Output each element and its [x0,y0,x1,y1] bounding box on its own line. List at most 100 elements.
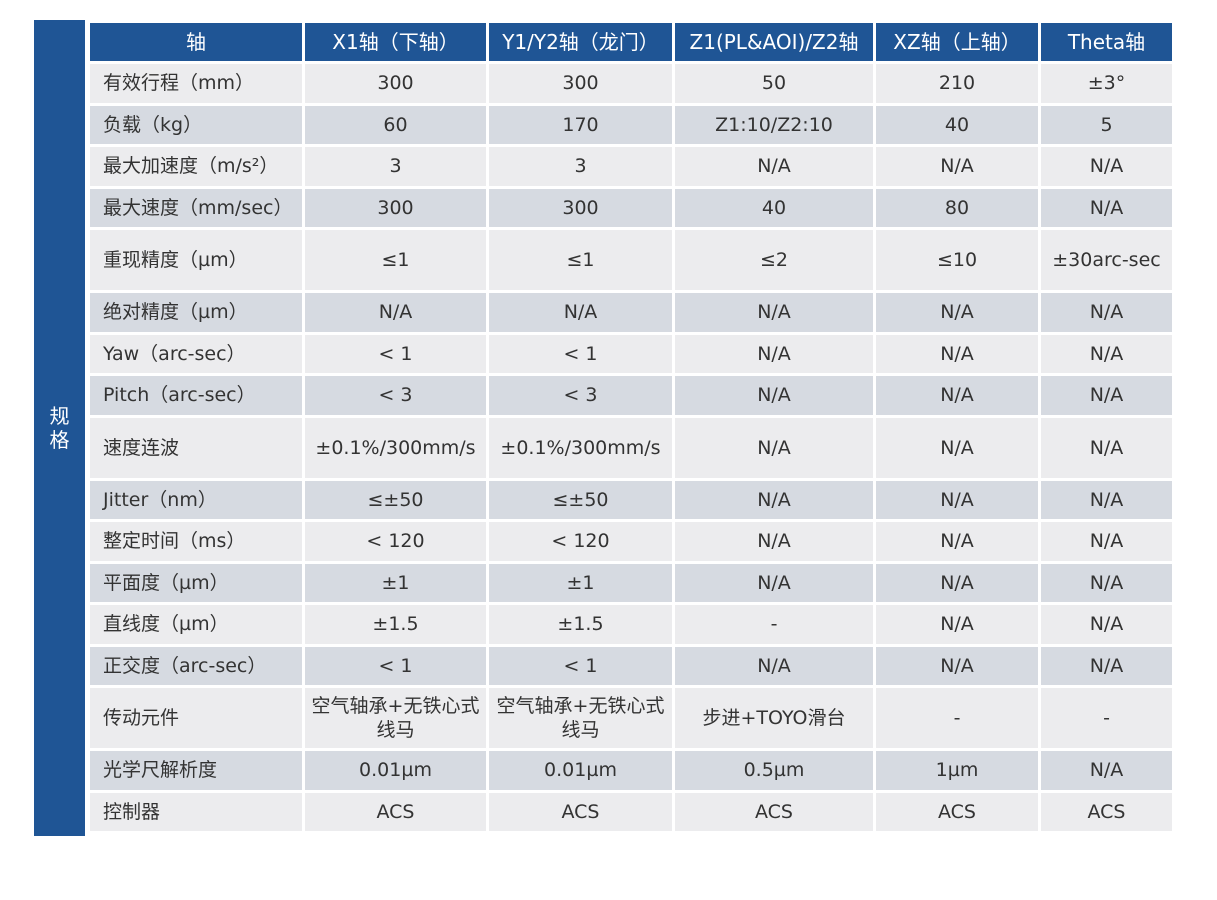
cell-label: 重现精度（µm） [87,227,305,293]
table-row: Pitch（arc-sec） < 3 < 3 N/A N/A N/A [87,373,1175,418]
cell-theta: N/A [1038,373,1175,418]
cell-theta: ACS [1038,789,1175,834]
cell-y1y2: ±1.5 [486,602,675,647]
cell-theta: N/A [1038,560,1175,605]
spec-side-bar: 规格 [34,20,85,836]
cell-theta: N/A [1038,290,1175,335]
cell-label: Pitch（arc-sec） [87,373,305,418]
header-row: 轴 X1轴（下轴） Y1/Y2轴（龙门） Z1(PL&AOI)/Z2轴 XZ轴（… [87,20,1175,64]
cell-xz: N/A [873,643,1041,688]
cell-z1z2: ≤2 [672,227,876,293]
cell-z1z2: N/A [672,414,876,481]
cell-z1z2: N/A [672,643,876,688]
cell-label: 绝对精度（µm） [87,290,305,335]
cell-xz: N/A [873,560,1041,605]
table-row: 控制器 ACS ACS ACS ACS ACS [87,789,1175,834]
cell-x1: 300 [302,185,489,230]
cell-x1: ±1 [302,560,489,605]
table-row: Yaw（arc-sec） < 1 < 1 N/A N/A N/A [87,331,1175,376]
cell-z1z2: N/A [672,373,876,418]
cell-xz: N/A [873,373,1041,418]
cell-z1z2: 步进+TOYO滑台 [672,685,876,751]
cell-theta: N/A [1038,643,1175,688]
cell-y1y2: 170 [486,102,675,147]
cell-y1y2: ≤±50 [486,477,675,522]
table-row: 有效行程（mm） 300 300 50 210 ±3° [87,61,1175,106]
cell-label: 直线度（µm） [87,602,305,647]
cell-x1: 空气轴承+无铁心式线马 [302,685,489,751]
cell-y1y2: 0.01µm [486,748,675,793]
table-row: 整定时间（ms） < 120 < 120 N/A N/A N/A [87,519,1175,564]
cell-label: 速度连波 [87,414,305,481]
table-row: 传动元件 空气轴承+无铁心式线马 空气轴承+无铁心式线马 步进+TOYO滑台 - - [87,685,1175,751]
cell-z1z2: N/A [672,331,876,376]
cell-label: 整定时间（ms） [87,519,305,564]
header-z1z2: Z1(PL&AOI)/Z2轴 [672,20,876,64]
cell-z1z2: N/A [672,144,876,189]
cell-y1y2: ≤1 [486,227,675,293]
table-row: 速度连波 ±0.1%/300mm/s ±0.1%/300mm/s N/A N/A N/A [87,414,1175,481]
cell-x1: 300 [302,61,489,106]
cell-y1y2: < 120 [486,519,675,564]
cell-label: Yaw（arc-sec） [87,331,305,376]
cell-x1: N/A [302,290,489,335]
spec-table: 轴 X1轴（下轴） Y1/Y2轴（龙门） Z1(PL&AOI)/Z2轴 XZ轴（… [87,20,1175,834]
cell-x1: ≤±50 [302,477,489,522]
table-row: 正交度（arc-sec） < 1 < 1 N/A N/A N/A [87,643,1175,688]
cell-x1: 3 [302,144,489,189]
cell-xz: ACS [873,789,1041,834]
cell-xz: 80 [873,185,1041,230]
cell-y1y2: < 1 [486,331,675,376]
cell-xz: N/A [873,290,1041,335]
cell-z1z2: N/A [672,477,876,522]
cell-y1y2: < 1 [486,643,675,688]
cell-y1y2: 3 [486,144,675,189]
cell-xz: N/A [873,414,1041,481]
header-xz: XZ轴（上轴） [873,20,1041,64]
cell-label: 正交度（arc-sec） [87,643,305,688]
header-y1y2: Y1/Y2轴（龙门） [486,20,675,64]
cell-theta: N/A [1038,185,1175,230]
cell-z1z2: 50 [672,61,876,106]
cell-z1z2: 0.5µm [672,748,876,793]
cell-z1z2: N/A [672,519,876,564]
cell-x1: ≤1 [302,227,489,293]
cell-y1y2: 300 [486,185,675,230]
cell-x1: 60 [302,102,489,147]
cell-theta: N/A [1038,748,1175,793]
cell-x1: ±0.1%/300mm/s [302,414,489,481]
cell-label: 平面度（µm） [87,560,305,605]
cell-y1y2: 空气轴承+无铁心式线马 [486,685,675,751]
cell-label: 光学尺解析度 [87,748,305,793]
table-row: 最大速度（mm/sec） 300 300 40 80 N/A [87,185,1175,230]
cell-z1z2: ACS [672,789,876,834]
table-row: Jitter（nm） ≤±50 ≤±50 N/A N/A N/A [87,477,1175,522]
cell-xz: - [873,685,1041,751]
cell-label: 最大速度（mm/sec） [87,185,305,230]
cell-theta: N/A [1038,331,1175,376]
table-row: 负载（kg） 60 170 Z1:10/Z2:10 40 5 [87,102,1175,147]
cell-label: Jitter（nm） [87,477,305,522]
cell-theta: ±3° [1038,61,1175,106]
cell-xz: N/A [873,144,1041,189]
header-x1: X1轴（下轴） [302,20,489,64]
cell-y1y2: ±1 [486,560,675,605]
cell-x1: ACS [302,789,489,834]
cell-xz: N/A [873,519,1041,564]
side-label: 规格 [49,404,70,452]
cell-theta: ±30arc-sec [1038,227,1175,293]
header-axis: 轴 [87,20,305,64]
table-row: 直线度（µm） ±1.5 ±1.5- N/A N/A [87,602,1175,647]
table-row: 绝对精度（µm） N/A N/A N/A N/A N/A [87,290,1175,335]
cell-theta: - [1038,685,1175,751]
table-row: 平面度（µm） ±1 ±1 N/A N/A N/A [87,560,1175,605]
cell-xz: 40 [873,102,1041,147]
table-row: 光学尺解析度 0.01µm 0.01µm 0.5µm 1µm N/A [87,748,1175,793]
cell-xz: N/A [873,477,1041,522]
cell-theta: N/A [1038,414,1175,481]
cell-theta: N/A [1038,477,1175,522]
table-row: 最大加速度（m/s²） 3 3 N/A N/A N/A [87,144,1175,189]
cell-y1y2: N/A [486,290,675,335]
table-row: 重现精度（µm） ≤1 ≤1 ≤2 ≤10 ±30arc-sec [87,227,1175,293]
cell-theta: N/A [1038,519,1175,564]
